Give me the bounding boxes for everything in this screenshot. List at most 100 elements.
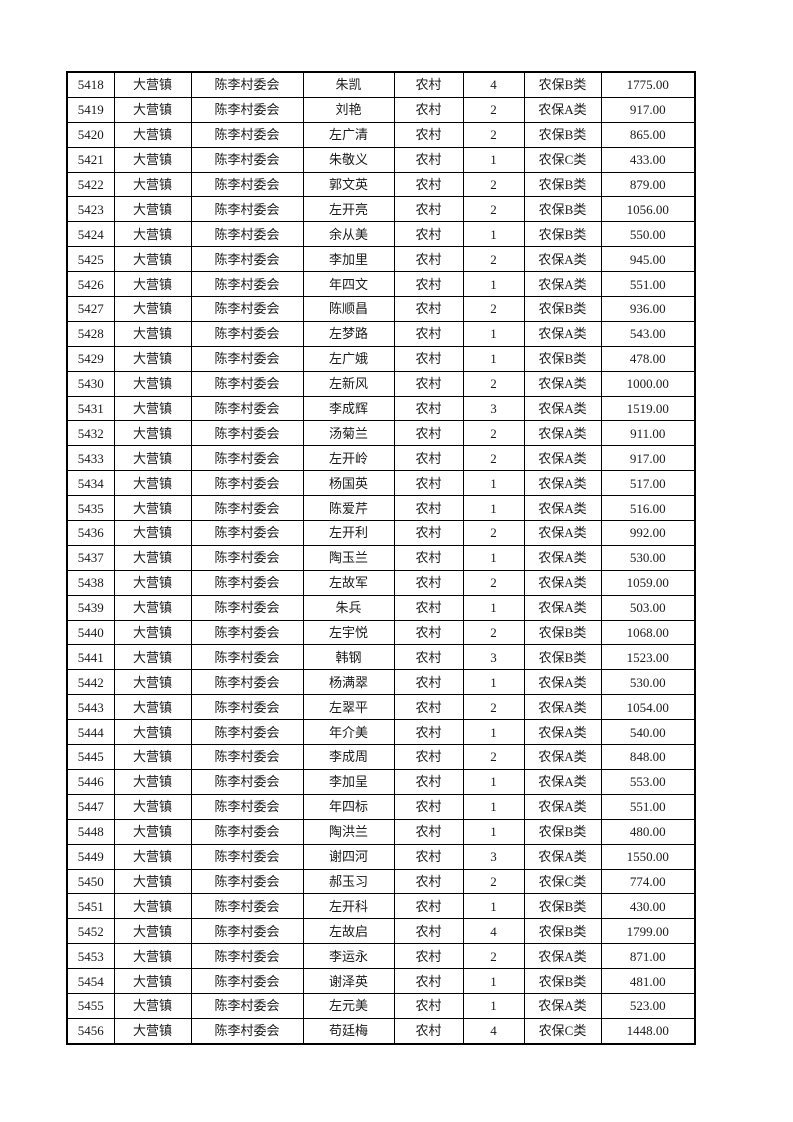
cell-insurance-category: 农保B类 [523,619,602,646]
cell-village-committee: 陈李村委会 [190,818,304,845]
cell-household-type: 农村 [393,221,464,248]
cell-household-type: 农村 [393,569,464,596]
cell-amount: 523.00 [600,992,696,1019]
cell-village-committee: 陈李村委会 [190,669,304,696]
cell-village-committee: 陈李村委会 [190,420,304,447]
cell-amount: 879.00 [600,171,696,198]
cell-person-count: 2 [462,171,525,198]
cell-town: 大营镇 [113,146,192,173]
cell-person-count: 2 [462,744,525,770]
table-row: 5434 大营镇 陈李村委会 杨国英 农村 1 农保A类 517.00 [66,470,696,497]
cell-village-committee: 陈李村委会 [190,171,304,198]
cell-person-count: 1 [462,818,525,845]
cell-name: 左故启 [302,918,395,945]
cell-name: 朱兵 [302,594,395,621]
cell-town: 大营镇 [113,171,192,198]
cell-insurance-category: 农保A类 [523,320,602,347]
table-row: 5456 大营镇 陈李村委会 苟廷梅 农村 4 农保C类 1448.00 [66,1017,696,1045]
cell-amount: 478.00 [600,345,696,372]
table-row: 5442 大营镇 陈李村委会 杨满翠 农村 1 农保A类 530.00 [66,669,696,696]
cell-name: 年介美 [302,719,395,746]
table-row: 5432 大营镇 陈李村委会 汤菊兰 农村 2 农保A类 911.00 [66,420,696,447]
cell-town: 大营镇 [113,271,192,298]
cell-insurance-category: 农保A类 [523,470,602,497]
cell-household-type: 农村 [393,793,464,820]
cell-person-count: 4 [462,1017,525,1045]
cell-person-count: 2 [462,694,525,721]
cell-person-count: 2 [462,619,525,646]
cell-name: 左广清 [302,121,395,148]
cell-insurance-category: 农保A类 [523,395,602,422]
cell-person-count: 2 [462,520,525,546]
cell-person-count: 2 [462,96,525,123]
cell-name: 杨国英 [302,470,395,497]
cell-amount: 917.00 [600,96,696,123]
cell-amount: 530.00 [600,544,696,571]
table-row: 5418 大营镇 陈李村委会 朱凯 农村 4 农保B类 1775.00 [66,71,696,98]
cell-person-count: 3 [462,644,525,671]
cell-serial-number: 5439 [66,594,115,621]
cell-village-committee: 陈李村委会 [190,520,304,546]
cell-serial-number: 5422 [66,171,115,198]
cell-amount: 540.00 [600,719,696,746]
cell-insurance-category: 农保C类 [523,1017,602,1045]
cell-household-type: 农村 [393,744,464,770]
cell-serial-number: 5431 [66,395,115,422]
cell-amount: 1056.00 [600,196,696,223]
cell-town: 大营镇 [113,121,192,148]
cell-name: 左广娥 [302,345,395,372]
cell-person-count: 1 [462,345,525,372]
cell-person-count: 1 [462,594,525,621]
cell-village-committee: 陈李村委会 [190,893,304,920]
cell-person-count: 2 [462,196,525,223]
cell-serial-number: 5456 [66,1017,115,1045]
cell-household-type: 农村 [393,495,464,522]
cell-person-count: 1 [462,719,525,746]
table-row: 5423 大营镇 陈李村委会 左开亮 农村 2 农保B类 1056.00 [66,196,696,223]
table-row: 5431 大营镇 陈李村委会 李成辉 农村 3 农保A类 1519.00 [66,395,696,422]
cell-person-count: 2 [462,121,525,148]
cell-amount: 481.00 [600,968,696,994]
cell-insurance-category: 农保A类 [523,569,602,596]
table-row: 5424 大营镇 陈李村委会 余从美 农村 1 农保B类 550.00 [66,221,696,248]
cell-name: 李运永 [302,943,395,970]
cell-insurance-category: 农保A类 [523,544,602,571]
cell-town: 大营镇 [113,544,192,571]
cell-person-count: 2 [462,445,525,472]
cell-village-committee: 陈李村委会 [190,370,304,397]
cell-serial-number: 5420 [66,121,115,148]
table-row: 5455 大营镇 陈李村委会 左元美 农村 1 农保A类 523.00 [66,992,696,1019]
cell-insurance-category: 农保B类 [523,121,602,148]
cell-town: 大营镇 [113,719,192,746]
cell-insurance-category: 农保C类 [523,146,602,173]
cell-town: 大营镇 [113,644,192,671]
cell-town: 大营镇 [113,445,192,472]
cell-household-type: 农村 [393,893,464,920]
cell-insurance-category: 农保B类 [523,968,602,994]
cell-town: 大营镇 [113,470,192,497]
cell-town: 大营镇 [113,768,192,795]
cell-household-type: 农村 [393,345,464,372]
cell-serial-number: 5442 [66,669,115,696]
cell-serial-number: 5446 [66,768,115,795]
cell-name: 李成辉 [302,395,395,422]
cell-amount: 1068.00 [600,619,696,646]
cell-village-committee: 陈李村委会 [190,594,304,621]
cell-town: 大营镇 [113,395,192,422]
cell-town: 大营镇 [113,918,192,945]
cell-serial-number: 5425 [66,246,115,273]
cell-person-count: 1 [462,271,525,298]
table-row: 5420 大营镇 陈李村委会 左广清 农村 2 农保B类 865.00 [66,121,696,148]
cell-household-type: 农村 [393,470,464,497]
table-row: 5443 大营镇 陈李村委会 左翠平 农村 2 农保A类 1054.00 [66,694,696,721]
cell-insurance-category: 农保A类 [523,744,602,770]
cell-insurance-category: 农保A类 [523,96,602,123]
cell-name: 陈顺昌 [302,296,395,322]
cell-village-committee: 陈李村委会 [190,719,304,746]
cell-name: 陈爱芹 [302,495,395,522]
cell-village-committee: 陈李村委会 [190,320,304,347]
cell-amount: 1448.00 [600,1017,696,1045]
cell-town: 大营镇 [113,868,192,895]
cell-household-type: 农村 [393,370,464,397]
cell-insurance-category: 农保A类 [523,843,602,870]
